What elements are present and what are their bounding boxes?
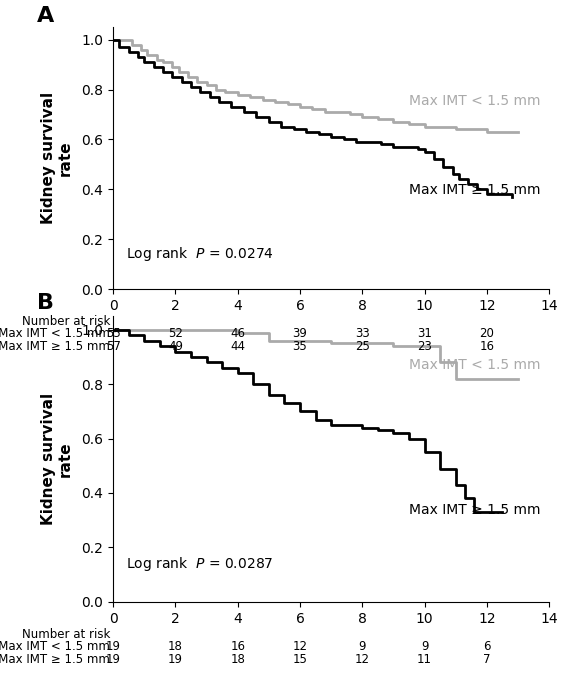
Text: 15: 15 [293,653,307,666]
Y-axis label: Kidney survival
rate: Kidney survival rate [41,92,73,224]
Text: 46: 46 [230,327,245,340]
Text: Max IMT ≥ 1.5 mm: Max IMT ≥ 1.5 mm [0,653,110,666]
Text: 16: 16 [479,340,494,353]
Text: 7: 7 [483,653,491,666]
Text: 19: 19 [106,640,121,653]
Text: 19: 19 [168,653,183,666]
Text: 35: 35 [293,340,307,353]
Text: 52: 52 [168,327,183,340]
Text: 23: 23 [417,340,432,353]
Text: 57: 57 [106,340,121,353]
Text: Max IMT ≥ 1.5 mm: Max IMT ≥ 1.5 mm [409,182,541,197]
Text: Max IMT < 1.5 mm: Max IMT < 1.5 mm [0,327,110,340]
Text: 55: 55 [106,327,121,340]
Text: 39: 39 [293,327,307,340]
Text: 18: 18 [230,653,245,666]
Text: Max IMT < 1.5 mm: Max IMT < 1.5 mm [0,640,110,653]
Text: 33: 33 [355,327,370,340]
Text: A: A [37,6,54,27]
Text: 49: 49 [168,340,183,353]
Text: Number at risk: Number at risk [22,628,110,641]
Text: 20: 20 [479,327,494,340]
Text: 6: 6 [483,640,491,653]
Text: 18: 18 [168,640,183,653]
Text: 9: 9 [358,640,366,653]
Text: 12: 12 [293,640,307,653]
Text: 25: 25 [355,340,370,353]
Text: Log rank  $P$ = 0.0287: Log rank $P$ = 0.0287 [126,556,274,573]
Text: Max IMT ≥ 1.5 mm: Max IMT ≥ 1.5 mm [409,503,541,517]
Text: Max IMT ≥ 1.5 mm: Max IMT ≥ 1.5 mm [0,340,110,353]
Text: B: B [37,293,54,313]
Text: 12: 12 [355,653,370,666]
Text: 16: 16 [230,640,245,653]
Text: 31: 31 [417,327,432,340]
Text: 11: 11 [417,653,432,666]
Y-axis label: Kidney survival
rate: Kidney survival rate [41,393,73,525]
Text: Number at risk: Number at risk [22,315,110,328]
Text: 44: 44 [230,340,245,353]
Text: Max IMT < 1.5 mm: Max IMT < 1.5 mm [409,94,541,107]
Text: 19: 19 [106,653,121,666]
Text: Log rank  $P$ = 0.0274: Log rank $P$ = 0.0274 [126,245,274,263]
Text: Max IMT < 1.5 mm: Max IMT < 1.5 mm [409,358,541,372]
Text: 9: 9 [421,640,428,653]
